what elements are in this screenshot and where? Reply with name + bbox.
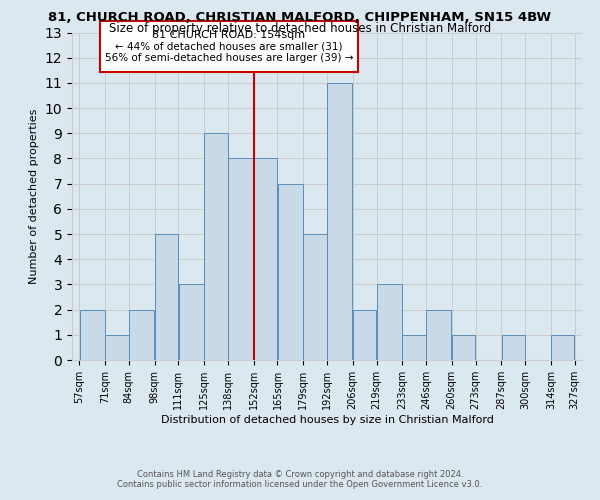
Bar [155, 234, 178, 360]
Bar [179, 284, 204, 360]
Bar [452, 335, 475, 360]
Bar [105, 335, 128, 360]
Bar [80, 310, 105, 360]
Bar [304, 234, 327, 360]
Text: 56% of semi-detached houses are larger (39) →: 56% of semi-detached houses are larger (… [104, 52, 353, 62]
Text: Contains public sector information licensed under the Open Government Licence v3: Contains public sector information licen… [118, 480, 482, 489]
Bar [353, 310, 376, 360]
Bar [403, 335, 426, 360]
Bar [427, 310, 451, 360]
X-axis label: Distribution of detached houses by size in Christian Malford: Distribution of detached houses by size … [161, 414, 493, 424]
Text: Size of property relative to detached houses in Christian Malford: Size of property relative to detached ho… [109, 22, 491, 35]
Text: 81 CHURCH ROAD: 154sqm: 81 CHURCH ROAD: 154sqm [152, 30, 305, 40]
Text: Contains HM Land Registry data © Crown copyright and database right 2024.: Contains HM Land Registry data © Crown c… [137, 470, 463, 479]
Bar [377, 284, 402, 360]
Text: ← 44% of detached houses are smaller (31): ← 44% of detached houses are smaller (31… [115, 42, 343, 51]
Y-axis label: Number of detached properties: Number of detached properties [29, 108, 39, 284]
Bar [205, 134, 227, 360]
Bar [278, 184, 303, 360]
Bar [327, 83, 352, 360]
Bar [502, 335, 525, 360]
FancyBboxPatch shape [100, 21, 358, 71]
Bar [228, 158, 253, 360]
Bar [129, 310, 154, 360]
Bar [254, 158, 277, 360]
Text: 81, CHURCH ROAD, CHRISTIAN MALFORD, CHIPPENHAM, SN15 4BW: 81, CHURCH ROAD, CHRISTIAN MALFORD, CHIP… [49, 11, 551, 24]
Bar [551, 335, 574, 360]
